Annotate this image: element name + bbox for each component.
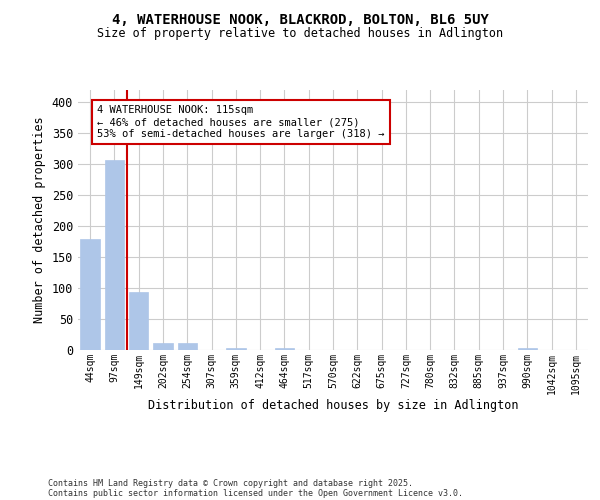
Bar [275, 348, 294, 350]
Text: Contains HM Land Registry data © Crown copyright and database right 2025.: Contains HM Land Registry data © Crown c… [48, 478, 413, 488]
Text: 4, WATERHOUSE NOOK, BLACKROD, BOLTON, BL6 5UY: 4, WATERHOUSE NOOK, BLACKROD, BOLTON, BL… [112, 12, 488, 26]
Bar [226, 348, 245, 350]
Bar [178, 343, 197, 350]
Text: Contains public sector information licensed under the Open Government Licence v3: Contains public sector information licen… [48, 488, 463, 498]
Bar [129, 292, 148, 350]
Text: 4 WATERHOUSE NOOK: 115sqm
← 46% of detached houses are smaller (275)
53% of semi: 4 WATERHOUSE NOOK: 115sqm ← 46% of detac… [97, 106, 385, 138]
Bar [80, 238, 100, 350]
Text: Size of property relative to detached houses in Adlington: Size of property relative to detached ho… [97, 28, 503, 40]
X-axis label: Distribution of detached houses by size in Adlington: Distribution of detached houses by size … [148, 400, 518, 412]
Bar [105, 160, 124, 350]
Bar [518, 348, 537, 350]
Y-axis label: Number of detached properties: Number of detached properties [33, 116, 46, 324]
Bar [153, 343, 173, 350]
